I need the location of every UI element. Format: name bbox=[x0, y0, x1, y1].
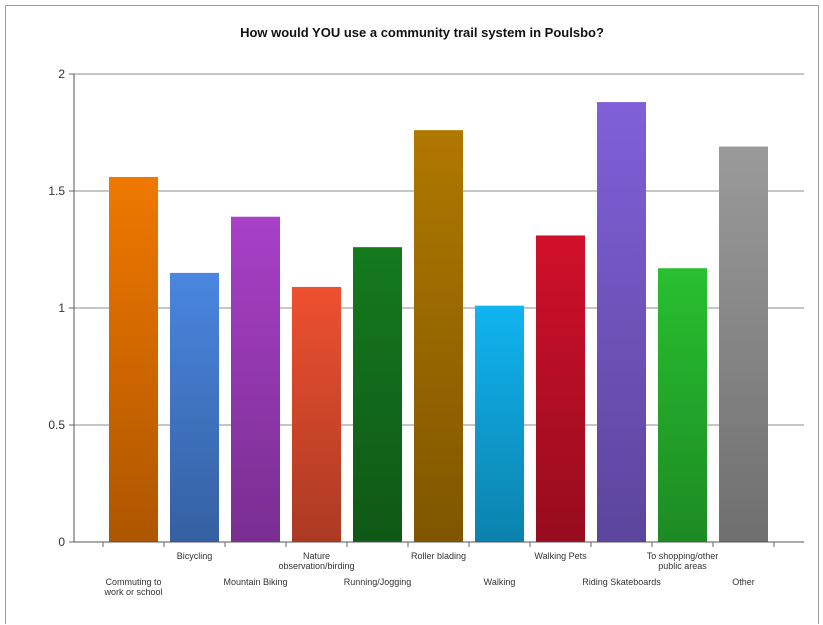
bar bbox=[536, 235, 585, 542]
bar bbox=[353, 247, 402, 542]
x-tick-label: To shopping/other public areas bbox=[647, 551, 719, 571]
bar bbox=[231, 216, 280, 543]
x-tick-label: Commuting to work or school bbox=[103, 577, 162, 597]
x-tick-label-line: work or school bbox=[103, 587, 162, 597]
bar bbox=[414, 130, 463, 542]
bar bbox=[109, 176, 158, 542]
bar bbox=[597, 102, 646, 542]
x-tick-label-line: Nature bbox=[303, 551, 330, 561]
chart-title: How would YOU use a community trail syst… bbox=[240, 25, 604, 40]
y-tick-label: 0.5 bbox=[48, 418, 65, 432]
x-tick-label: Bicycling bbox=[177, 551, 213, 561]
x-tick-label: Walking bbox=[484, 577, 516, 587]
x-tick-label-line: Mountain Biking bbox=[223, 577, 287, 587]
x-tick-label: Riding Skateboards bbox=[582, 577, 661, 587]
x-tick-label: Nature observation/birding bbox=[278, 551, 354, 571]
x-tick-label-line: Other bbox=[732, 577, 755, 587]
bar bbox=[292, 286, 341, 542]
x-tick-label-line: Walking Pets bbox=[534, 551, 587, 561]
x-tick-label: Roller blading bbox=[411, 551, 466, 561]
x-tick-label: Mountain Biking bbox=[223, 577, 287, 587]
x-tick-label-line: public areas bbox=[658, 561, 707, 571]
x-tick-label-line: observation/birding bbox=[278, 561, 354, 571]
x-tick-label-line: Walking bbox=[484, 577, 516, 587]
y-tick-label: 2 bbox=[58, 67, 65, 81]
x-tick-label-line: Running/Jogging bbox=[344, 577, 412, 587]
y-tick-label: 0 bbox=[58, 535, 65, 549]
x-tick-label-line: Roller blading bbox=[411, 551, 466, 561]
x-tick-label-line: Riding Skateboards bbox=[582, 577, 661, 587]
bar bbox=[475, 305, 524, 542]
x-tick-label: Running/Jogging bbox=[344, 577, 412, 587]
x-tick-label-line: Commuting to bbox=[105, 577, 161, 587]
y-tick-label: 1 bbox=[58, 301, 65, 315]
bar bbox=[719, 146, 768, 543]
bar bbox=[658, 268, 707, 542]
bar bbox=[170, 272, 219, 542]
x-tick-label-line: To shopping/other bbox=[647, 551, 719, 561]
x-tick-label: Other bbox=[732, 577, 755, 587]
y-tick-label: 1.5 bbox=[48, 184, 65, 198]
x-tick-label: Walking Pets bbox=[534, 551, 587, 561]
x-tick-label-line: Bicycling bbox=[177, 551, 213, 561]
